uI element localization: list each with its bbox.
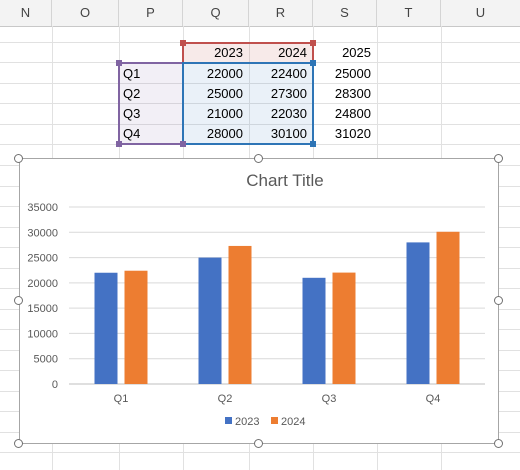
cell-value[interactable]: 22400: [270, 66, 307, 81]
chart-object[interactable]: Chart Title 0 5000 10000 15000 20000 25000 3000…: [19, 158, 499, 444]
column-header-r[interactable]: R: [249, 0, 313, 26]
column-header-q[interactable]: Q: [183, 0, 249, 26]
category-range[interactable]: [118, 62, 184, 145]
y-tick-label: 35000: [27, 202, 58, 214]
y-tick-label: 30000: [27, 227, 58, 239]
cell-value[interactable]: 25000: [206, 86, 243, 101]
x-tick-label: Q2: [218, 393, 233, 405]
bar-2023-q2[interactable]: [198, 257, 222, 384]
cell-value[interactable]: 28300: [334, 86, 371, 101]
bar-2024-q2[interactable]: [228, 245, 252, 384]
x-tick-label: Q4: [426, 393, 441, 405]
x-tick-label: Q1: [114, 393, 129, 405]
range-handle[interactable]: [310, 40, 316, 46]
range-handle[interactable]: [116, 141, 122, 147]
legend-label-2024[interactable]: 2024: [281, 416, 305, 428]
cell-value[interactable]: 25000: [334, 66, 371, 81]
chart-svg[interactable]: Chart Title 0 5000 10000 15000 20000 25000 3000…: [20, 159, 498, 443]
cell-value[interactable]: 22000: [206, 66, 243, 81]
resize-handle-top-left[interactable]: [14, 154, 23, 163]
resize-handle-top[interactable]: [254, 154, 263, 163]
column-header-row: N O P Q R S T U: [0, 0, 520, 27]
legend-swatch-2023: [225, 417, 232, 424]
bar-2023-q3[interactable]: [302, 277, 326, 384]
column-header-o[interactable]: O: [52, 0, 119, 26]
bar-2023-q4[interactable]: [406, 242, 430, 384]
legend-swatch-2024: [271, 417, 278, 424]
resize-handle-bottom[interactable]: [254, 439, 263, 448]
chart-title[interactable]: Chart Title: [246, 171, 323, 190]
cell-row-label[interactable]: Q3: [123, 106, 141, 121]
values-range[interactable]: [182, 62, 314, 145]
cell-s-header[interactable]: 2025: [342, 45, 371, 60]
cell-value[interactable]: 24800: [334, 106, 371, 121]
range-handle[interactable]: [116, 60, 122, 66]
cell-row-label[interactable]: Q4: [123, 126, 141, 141]
cell-value[interactable]: 31020: [334, 126, 371, 141]
resize-handle-bottom-right[interactable]: [494, 439, 503, 448]
range-handle[interactable]: [310, 141, 316, 147]
resize-handle-left[interactable]: [14, 296, 23, 305]
range-handle[interactable]: [180, 40, 186, 46]
bar-2024-q1[interactable]: [124, 270, 148, 384]
cell-value[interactable]: 22030: [270, 106, 307, 121]
cell-value[interactable]: 21000: [206, 106, 243, 121]
cell-row-label[interactable]: Q1: [123, 66, 141, 81]
cell-value[interactable]: 30100: [270, 126, 307, 141]
y-tick-label: 15000: [27, 303, 58, 315]
y-tick-label: 20000: [27, 278, 58, 290]
x-tick-label: Q3: [322, 393, 337, 405]
column-header-t[interactable]: T: [377, 0, 441, 26]
column-header-p[interactable]: P: [119, 0, 183, 26]
column-header-u[interactable]: U: [475, 5, 486, 20]
cell-value[interactable]: 28000: [206, 126, 243, 141]
cell-r-header[interactable]: 2024: [278, 45, 307, 60]
cell-row-label[interactable]: Q2: [123, 86, 141, 101]
y-tick-label: 10000: [27, 328, 58, 340]
y-tick-label: 5000: [34, 354, 58, 366]
y-tick-label: 25000: [27, 253, 58, 265]
legend-label-2023[interactable]: 2023: [235, 416, 259, 428]
cell-q-header[interactable]: 2023: [214, 45, 243, 60]
range-handle[interactable]: [310, 60, 316, 66]
y-tick-label: 0: [52, 379, 58, 391]
bar-2024-q3[interactable]: [332, 272, 356, 384]
resize-handle-top-right[interactable]: [494, 154, 503, 163]
cell-value[interactable]: 27300: [270, 86, 307, 101]
bar-2023-q1[interactable]: [94, 272, 118, 384]
column-header-s[interactable]: S: [313, 0, 377, 26]
resize-handle-bottom-left[interactable]: [14, 439, 23, 448]
range-handle[interactable]: [180, 141, 186, 147]
bar-2024-q4[interactable]: [436, 231, 460, 384]
column-header-n[interactable]: N: [0, 0, 52, 26]
resize-handle-right[interactable]: [494, 296, 503, 305]
